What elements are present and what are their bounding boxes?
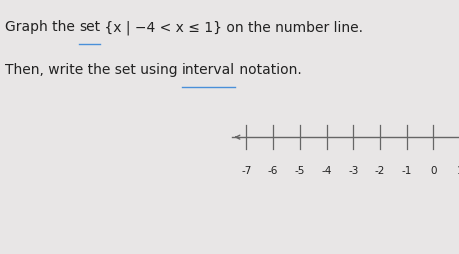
Text: 1: 1: [457, 166, 459, 177]
Text: 0: 0: [430, 166, 437, 177]
Text: interval: interval: [182, 63, 235, 77]
Text: Then, write the set using: Then, write the set using: [5, 63, 182, 77]
Text: {x | −4 < x ≤ 1} on the number line.: {x | −4 < x ≤ 1} on the number line.: [100, 20, 363, 35]
Text: -2: -2: [375, 166, 385, 177]
Text: -5: -5: [295, 166, 305, 177]
Text: -1: -1: [402, 166, 412, 177]
Text: -7: -7: [241, 166, 252, 177]
Text: Graph the: Graph the: [5, 20, 79, 34]
Text: -4: -4: [321, 166, 332, 177]
Text: -6: -6: [268, 166, 278, 177]
Text: set: set: [79, 20, 100, 34]
Text: -3: -3: [348, 166, 358, 177]
Text: notation.: notation.: [235, 63, 302, 77]
